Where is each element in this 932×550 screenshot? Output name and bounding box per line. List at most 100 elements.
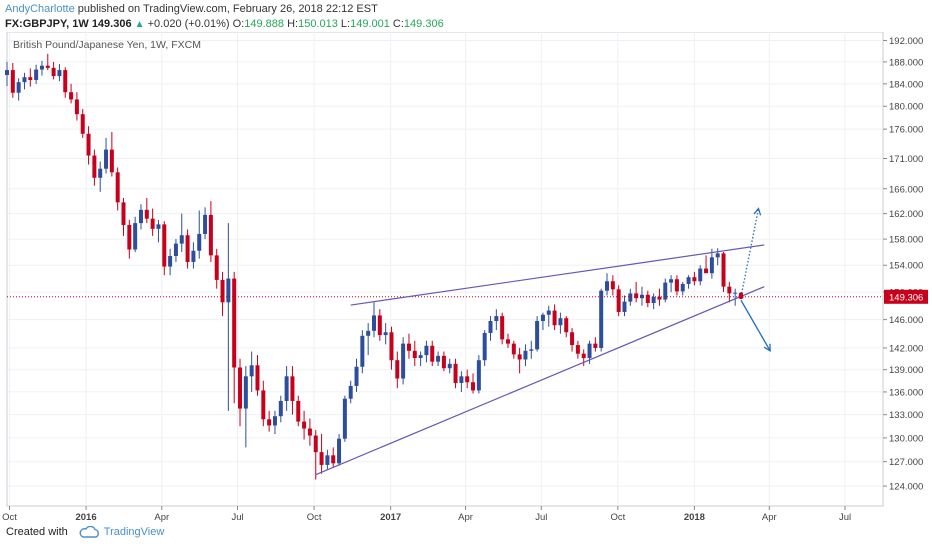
projection-down-line	[740, 299, 771, 352]
time-axis[interactable]: Oct 2016 Apr Jul Oct 2017 Apr Jul Oct 2018 Apr Jul	[2, 506, 851, 523]
candle	[639, 286, 644, 306]
close-value: 149.306	[403, 18, 444, 30]
candle-body	[581, 353, 586, 359]
candles-layer	[5, 53, 743, 480]
x-tick-label: Jul	[231, 512, 243, 523]
candle-body	[575, 345, 580, 354]
candle-body	[296, 400, 301, 422]
candle	[424, 340, 429, 363]
candle-body	[599, 290, 604, 348]
candle	[109, 132, 114, 177]
candle	[622, 295, 627, 317]
candle-body	[436, 355, 441, 362]
price-chart[interactable]: 124.000 127.000 130.000 133.000 136.000 139.0…	[0, 32, 932, 526]
candle-body	[529, 349, 534, 351]
candle	[674, 275, 679, 296]
candle	[540, 312, 545, 331]
candle-body	[511, 343, 516, 355]
candle-body	[138, 209, 143, 224]
author-link[interactable]: AndyCharlotte	[5, 3, 75, 15]
candle-body	[69, 92, 74, 100]
candle-body	[622, 301, 627, 312]
candle-body	[267, 419, 272, 426]
candle	[570, 328, 575, 352]
published-text: published on TradingView.com, February 2…	[77, 3, 378, 15]
header-line-2: FX:GBPJPY, 1W 149.306 ▲ +0.020 (+0.01%) …	[5, 17, 925, 32]
candle-body	[505, 339, 510, 344]
candle	[104, 137, 109, 174]
y-tick-label: 142.000	[889, 343, 923, 354]
candle	[616, 285, 621, 317]
candle-body	[92, 155, 97, 178]
candle-body	[348, 385, 353, 399]
candle	[243, 366, 248, 448]
candle-body	[471, 382, 476, 391]
low-label: L:	[340, 18, 351, 30]
candle	[249, 351, 254, 392]
y-tick-label: 127.000	[889, 457, 923, 468]
candle	[430, 340, 435, 367]
candle-body	[337, 438, 342, 464]
candle	[348, 380, 353, 404]
low-value: 149.001	[350, 18, 390, 30]
candle-body	[51, 67, 56, 77]
candle-body	[354, 366, 359, 386]
symbol-label: FX:GBPJPY, 1W	[5, 18, 89, 30]
candle-body	[721, 253, 726, 287]
candle-body	[715, 253, 720, 258]
candle	[610, 275, 615, 296]
y-tick-label: 176.000	[889, 125, 923, 136]
candle-body	[663, 282, 668, 300]
price-axis[interactable]: 124.000 127.000 130.000 133.000 136.000 139.0…	[883, 36, 928, 493]
candle	[354, 358, 359, 392]
candle-body	[570, 332, 575, 346]
candle-body	[16, 82, 21, 93]
candle	[418, 351, 423, 367]
candle	[517, 347, 522, 374]
candle	[272, 410, 277, 435]
candle-body	[698, 268, 703, 282]
footer: Created with TradingView	[6, 526, 164, 538]
candle	[63, 67, 68, 98]
candle-body	[104, 149, 109, 169]
candle	[220, 271, 225, 317]
candle-body	[208, 214, 213, 256]
candle	[546, 305, 551, 327]
y-tick-label: 162.000	[889, 209, 923, 220]
candle	[663, 278, 668, 303]
open-label: O:	[232, 18, 245, 30]
candle	[69, 83, 74, 104]
candle	[45, 53, 50, 71]
candle-body	[546, 310, 551, 315]
candle-body	[453, 363, 458, 383]
tradingview-brand[interactable]: TradingView	[103, 526, 165, 538]
candle	[465, 369, 470, 389]
y-tick-label: 146.000	[889, 315, 923, 326]
candle	[185, 229, 190, 269]
candle	[290, 366, 295, 415]
candle	[296, 395, 301, 427]
candle-body	[645, 294, 650, 303]
candle-body	[179, 235, 184, 244]
candle-body	[558, 318, 563, 326]
candle	[441, 351, 446, 372]
y-tick-label: 136.000	[889, 387, 923, 398]
candle-body	[331, 455, 336, 464]
candle	[284, 366, 289, 411]
x-tick-label: Jul	[535, 512, 547, 523]
candle-body	[639, 294, 644, 299]
created-with-text: Created with	[6, 526, 68, 538]
candle	[214, 248, 219, 289]
candle	[511, 340, 516, 359]
up-arrow-icon: ▲	[134, 19, 145, 30]
candle-body	[424, 345, 429, 356]
candle-body	[651, 296, 656, 303]
candle-body	[238, 367, 243, 409]
candle	[261, 380, 266, 427]
candle-body	[284, 376, 289, 401]
candle	[581, 349, 586, 367]
projection-down-arrowhead	[763, 343, 771, 352]
y-tick-label: 180.000	[889, 102, 923, 113]
candle	[203, 207, 208, 240]
candle	[34, 64, 39, 84]
